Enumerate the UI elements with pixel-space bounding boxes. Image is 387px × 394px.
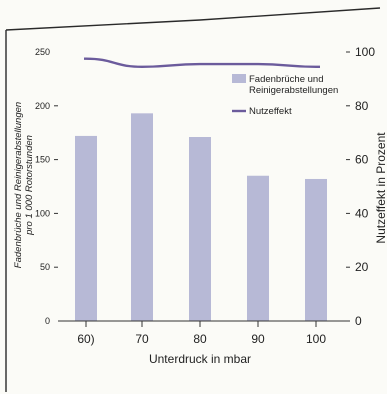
x-tick-label-0: 60) xyxy=(77,332,94,346)
left-tick-label-250: 250 xyxy=(35,47,50,57)
x-tick-label-2: 80 xyxy=(193,332,207,346)
x-axis-ticks: 60) 70 80 90 100 xyxy=(77,321,326,346)
x-tick-label-3: 90 xyxy=(251,332,265,346)
left-tick-label-150: 150 xyxy=(35,155,50,165)
left-y-axis-label-line-1: Fadenbrüche und Reinigerabstellungen xyxy=(13,102,24,268)
legend-label-bars-line-2: Reinigerabstellungen xyxy=(249,85,338,96)
left-tick-label-50: 50 xyxy=(40,262,50,272)
bar-100 xyxy=(305,178,327,321)
right-tick-label-0: 0 xyxy=(355,314,362,328)
left-tick-label-200: 200 xyxy=(35,101,50,111)
bar-series xyxy=(75,113,327,321)
bar-90 xyxy=(247,175,269,321)
right-tick-label-60: 60 xyxy=(355,153,369,167)
nutzeffekt-line xyxy=(84,57,320,68)
right-tick-label-80: 80 xyxy=(355,99,369,113)
legend: Fadenbrüche und Reinigerabstellungen Nut… xyxy=(232,74,338,117)
bar-60 xyxy=(75,135,97,321)
bar-80 xyxy=(189,137,211,321)
legend-label-line: Nutzeffekt xyxy=(249,106,292,117)
x-tick-label-1: 70 xyxy=(135,332,149,346)
legend-swatch-bars xyxy=(232,74,246,83)
left-tick-label-0: 0 xyxy=(45,316,50,326)
right-tick-label-100: 100 xyxy=(355,45,375,59)
chart-frame xyxy=(5,7,381,392)
right-y-axis-ticks: 0 20 40 60 80 100 xyxy=(346,45,375,328)
right-y-axis-label: Nutzeffekt in Prozent xyxy=(374,132,387,244)
x-axis-label: Unterdruck in mbar xyxy=(149,352,251,366)
x-tick-label-4: 100 xyxy=(306,332,326,346)
right-tick-label-40: 40 xyxy=(355,206,369,220)
left-y-axis-label-line-2: pro 1 000 Rotorstunden xyxy=(24,135,35,236)
legend-label-bars-line-1: Fadenbrüche und xyxy=(249,74,323,85)
bar-70 xyxy=(131,113,153,321)
left-tick-label-100: 100 xyxy=(35,208,50,218)
right-tick-label-20: 20 xyxy=(355,260,369,274)
left-y-axis-ticks: 0 50 100 150 200 250 xyxy=(35,47,58,326)
